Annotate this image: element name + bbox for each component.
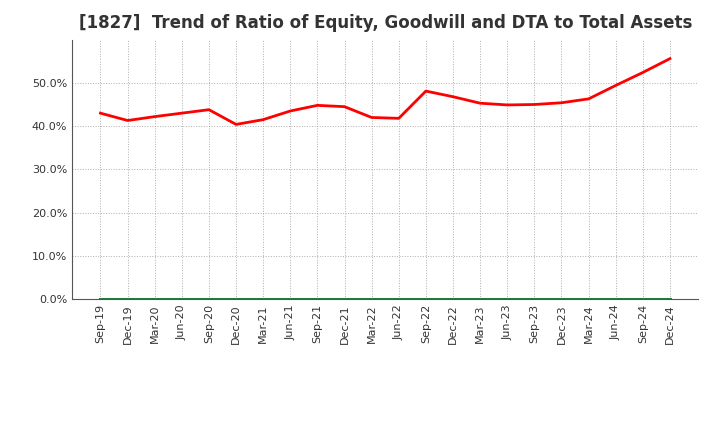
Deferred Tax Assets [204, 297, 213, 302]
Deferred Tax Assets [421, 297, 430, 302]
Goodwill [232, 297, 240, 302]
Deferred Tax Assets [313, 297, 322, 302]
Goodwill [584, 297, 593, 302]
Goodwill [341, 297, 349, 302]
Goodwill [476, 297, 485, 302]
Deferred Tax Assets [449, 297, 457, 302]
Goodwill [178, 297, 186, 302]
Goodwill [395, 297, 403, 302]
Equity [395, 116, 403, 121]
Deferred Tax Assets [503, 297, 511, 302]
Deferred Tax Assets [123, 297, 132, 302]
Goodwill [611, 297, 620, 302]
Equity [639, 70, 647, 75]
Equity [449, 94, 457, 99]
Deferred Tax Assets [557, 297, 566, 302]
Equity [557, 100, 566, 106]
Equity [503, 102, 511, 107]
Goodwill [503, 297, 511, 302]
Deferred Tax Assets [96, 297, 105, 302]
Goodwill [286, 297, 294, 302]
Equity [232, 122, 240, 127]
Equity [476, 101, 485, 106]
Deferred Tax Assets [150, 297, 159, 302]
Equity [313, 103, 322, 108]
Deferred Tax Assets [259, 297, 268, 302]
Deferred Tax Assets [367, 297, 376, 302]
Deferred Tax Assets [530, 297, 539, 302]
Goodwill [557, 297, 566, 302]
Goodwill [367, 297, 376, 302]
Title: [1827]  Trend of Ratio of Equity, Goodwill and DTA to Total Assets: [1827] Trend of Ratio of Equity, Goodwil… [78, 15, 692, 33]
Deferred Tax Assets [395, 297, 403, 302]
Deferred Tax Assets [584, 297, 593, 302]
Goodwill [421, 297, 430, 302]
Deferred Tax Assets [476, 297, 485, 302]
Equity [584, 96, 593, 102]
Line: Equity: Equity [101, 59, 670, 125]
Goodwill [313, 297, 322, 302]
Goodwill [449, 297, 457, 302]
Equity [150, 114, 159, 119]
Equity [530, 102, 539, 107]
Goodwill [123, 297, 132, 302]
Deferred Tax Assets [232, 297, 240, 302]
Goodwill [204, 297, 213, 302]
Goodwill [639, 297, 647, 302]
Deferred Tax Assets [341, 297, 349, 302]
Equity [421, 88, 430, 94]
Equity [259, 117, 268, 122]
Equity [96, 110, 105, 116]
Equity [611, 83, 620, 88]
Equity [341, 104, 349, 109]
Deferred Tax Assets [665, 297, 674, 302]
Deferred Tax Assets [639, 297, 647, 302]
Equity [178, 110, 186, 116]
Goodwill [259, 297, 268, 302]
Goodwill [150, 297, 159, 302]
Equity [367, 115, 376, 120]
Goodwill [96, 297, 105, 302]
Equity [665, 56, 674, 61]
Equity [204, 107, 213, 112]
Equity [286, 108, 294, 114]
Equity [123, 118, 132, 123]
Goodwill [665, 297, 674, 302]
Deferred Tax Assets [178, 297, 186, 302]
Deferred Tax Assets [286, 297, 294, 302]
Deferred Tax Assets [611, 297, 620, 302]
Goodwill [530, 297, 539, 302]
